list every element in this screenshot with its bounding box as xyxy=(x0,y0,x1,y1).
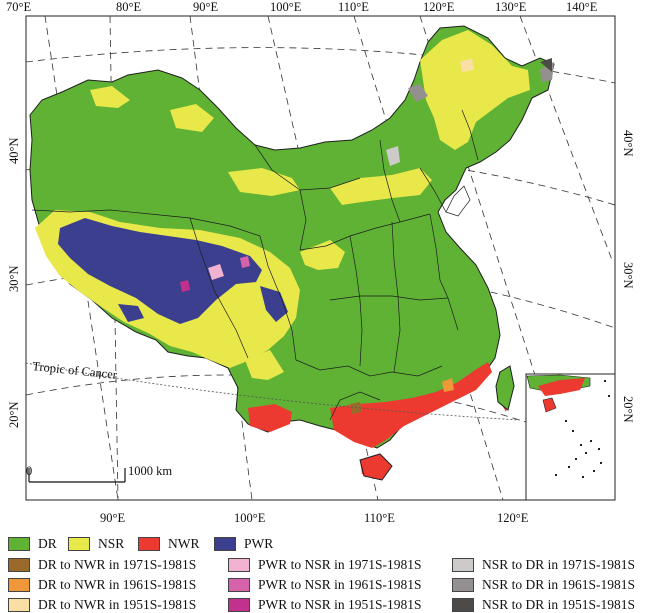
legend-item-transition: PWR to NSR in 1971S-1981S xyxy=(228,557,422,573)
legend-label: PWR to NSR in 1961S-1981S xyxy=(258,577,422,592)
legend-swatch xyxy=(8,578,30,592)
legend-item-transition: PWR to NSR in 1961S-1981S xyxy=(228,577,422,593)
legend-swatch xyxy=(452,558,474,572)
lon-label-bottom: 110°E xyxy=(364,511,395,525)
legend-swatch xyxy=(228,558,250,572)
legend-label: NSR to DR in 1971S-1981S xyxy=(482,557,636,572)
legend-swatch xyxy=(228,578,250,592)
south-china-sea-inset xyxy=(525,373,616,501)
legend-label: DR xyxy=(38,536,57,551)
legend-label: NSR to DR in 1951S-1981S xyxy=(482,597,636,612)
legend-item-transition: NSR to DR in 1951S-1981S xyxy=(452,597,635,613)
legend-item-transition: NSR to DR in 1961S-1981S xyxy=(452,577,635,593)
legend-swatch xyxy=(452,598,474,612)
legend-swatch xyxy=(452,578,474,592)
legend-item-nsr: NSR xyxy=(68,536,124,552)
legend-swatch xyxy=(138,537,160,551)
lat-label-right: 40°N xyxy=(621,130,635,157)
scale-start-label: 0 xyxy=(26,464,32,478)
legend-label: PWR xyxy=(244,536,274,551)
legend-swatch xyxy=(8,558,30,572)
legend-swatch xyxy=(214,537,236,551)
lat-label-right: 30°N xyxy=(621,262,635,289)
lon-label-top: 130°E xyxy=(495,0,527,14)
bohai-sea xyxy=(445,185,471,217)
legend-item-pwr: PWR xyxy=(214,536,273,552)
lon-label-bottom: 100°E xyxy=(234,511,266,525)
legend-item-transition: DR to NWR in 1951S-1981S xyxy=(8,597,196,613)
legend-swatch xyxy=(228,598,250,612)
legend-item-dr: DR xyxy=(8,536,57,552)
transition-patches xyxy=(180,58,554,414)
legend-item-nwr: NWR xyxy=(138,536,200,552)
lat-label-left: 40°N xyxy=(7,137,21,164)
legend-label: DR to NWR in 1951S-1981S xyxy=(38,597,197,612)
legend-label: PWR to NSR in 1971S-1981S xyxy=(258,557,422,572)
legend-label: NWR xyxy=(168,536,200,551)
lon-label-top: 140°E xyxy=(566,0,598,14)
legend-item-transition: DR to NWR in 1971S-1981S xyxy=(8,557,196,573)
legend-label: DR to NWR in 1971S-1981S xyxy=(38,557,197,572)
pwr-regions xyxy=(58,218,288,324)
meridian-140e xyxy=(519,15,613,261)
province-boundaries xyxy=(31,109,479,421)
lon-label-top: 90°E xyxy=(193,0,218,14)
legend-item-transition: DR to NWR in 1961S-1981S xyxy=(8,577,196,593)
legend-swatch xyxy=(8,598,30,612)
lon-label-top: 80°E xyxy=(116,0,141,14)
lon-label-bottom: 90°E xyxy=(100,511,125,525)
scale-bar xyxy=(28,468,126,483)
lon-label-bottom: 120°E xyxy=(497,511,529,525)
legend-label: PWR to NSR in 1951S-1981S xyxy=(258,597,422,612)
china-landmass xyxy=(29,25,555,449)
legend-label: NSR to DR in 1961S-1981S xyxy=(482,577,636,592)
lon-label-top: 110°E xyxy=(338,0,369,14)
lat-label-left: 20°N xyxy=(7,401,21,428)
legend-item-transition: NSR to DR in 1971S-1981S xyxy=(452,557,635,573)
hainan xyxy=(359,453,393,481)
lat-label-left: 30°N xyxy=(7,265,21,292)
scale-end-label: 1000 km xyxy=(128,464,172,478)
lon-label-top: 100°E xyxy=(270,0,302,14)
legend-item-transition: PWR to NSR in 1951S-1981S xyxy=(228,597,422,613)
lon-label-top: 120°E xyxy=(423,0,455,14)
lon-label-top: 70°E xyxy=(6,0,31,14)
legend-swatch xyxy=(68,537,90,551)
legend-swatch xyxy=(8,537,30,551)
lat-label-right: 20°N xyxy=(621,396,635,423)
taiwan xyxy=(495,365,515,411)
legend-label: NSR xyxy=(98,536,125,551)
legend-label: DR to NWR in 1961S-1981S xyxy=(38,577,197,592)
